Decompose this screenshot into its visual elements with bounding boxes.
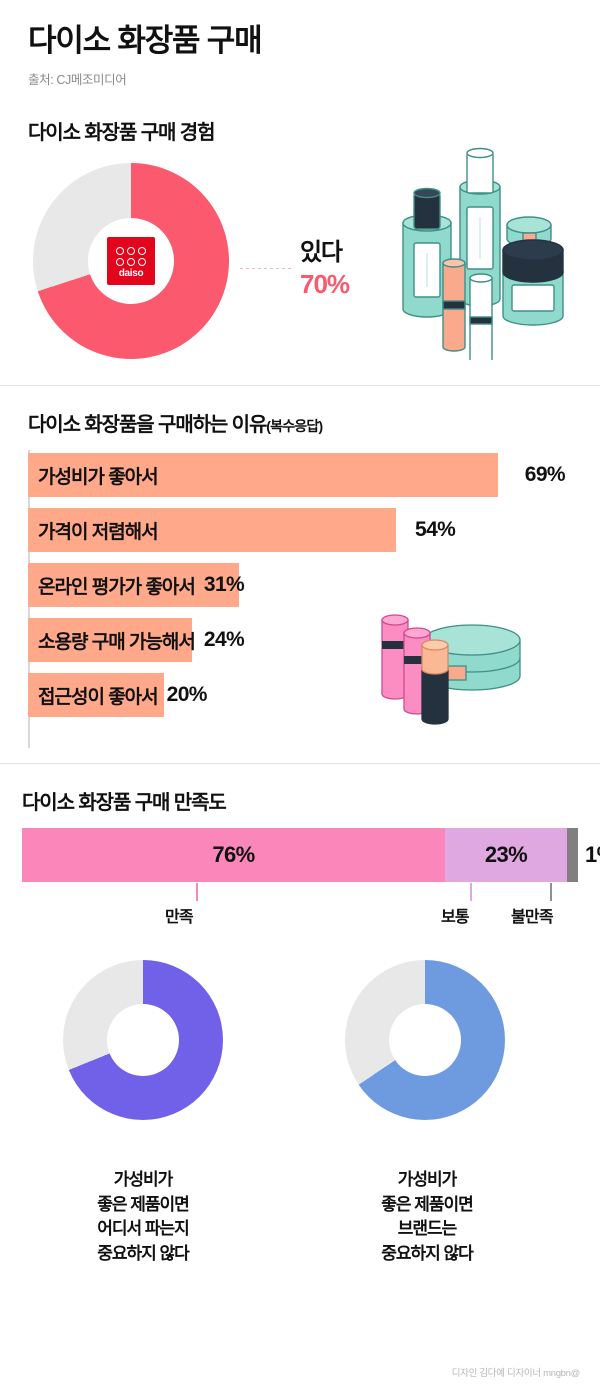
- callout-leader-line: [240, 268, 292, 269]
- daiso-dot: [138, 258, 146, 266]
- source-label: 출처: CJ메조미디어: [28, 73, 127, 88]
- stacked-segment-dissatisfied: 1%: [567, 828, 600, 882]
- stacked-bar-satisfaction: 76% 23% 1%: [22, 828, 600, 882]
- donut-caption-right: 가성비가 좋은 제품이면 브랜드는 중요하지 않다: [312, 1168, 542, 1267]
- segment-value: 1%: [585, 842, 600, 867]
- donut-chart-where-sold: [63, 960, 223, 1120]
- caption-line: 가성비가: [397, 1170, 458, 1189]
- caption-line: 중요하지 않다: [381, 1243, 474, 1263]
- bar-fill: [28, 453, 498, 497]
- tick-satisfied: [196, 883, 198, 901]
- table-row: 온라인 평가가 좋아서 31%: [28, 563, 573, 607]
- donut-chart-brand: [345, 960, 505, 1120]
- daiso-dot: [127, 247, 135, 255]
- tick-neutral: [470, 883, 472, 901]
- daiso-dot: [127, 258, 135, 266]
- daiso-dot: [116, 258, 124, 266]
- callout-experience: 있다 70%: [300, 232, 350, 300]
- section-title-satisfaction: 다이소 화장품 구매 만족도: [22, 792, 227, 814]
- cosmetics-bottles-icon: [402, 147, 564, 365]
- donut-chart-purchase-experience: daiso: [33, 163, 229, 359]
- bar-value: 24%: [203, 628, 245, 651]
- page-title: 다이소 화장품 구매: [28, 23, 263, 58]
- callout-value: 70%: [300, 269, 350, 299]
- caption-neutral: 보통: [441, 909, 470, 926]
- bar-value: 20%: [166, 683, 208, 706]
- table-row: 가성비가 좋아서 69%: [28, 453, 573, 497]
- bar-fill: [28, 563, 239, 607]
- donut-hole: [107, 1004, 179, 1076]
- donut-caption-left: 가성비가 좋은 제품이면 어디서 파는지 중요하지 않다: [28, 1168, 258, 1267]
- bar-label: 가성비가 좋아서: [38, 466, 159, 488]
- section-title-reasons-main: 다이소 화장품을 구매하는 이유: [28, 414, 267, 436]
- bar-value: 54%: [415, 518, 456, 541]
- bar-label: 접근성이 좋아서: [38, 686, 159, 708]
- section-title-experience: 다이소 화장품 구매 경험: [28, 122, 215, 144]
- caption-line: 좋은 제품이면: [97, 1194, 190, 1214]
- caption-dissatisfied: 불만족: [511, 909, 554, 926]
- divider-2: [0, 763, 600, 764]
- caption-line: 중요하지 않다: [97, 1243, 190, 1263]
- bar-fill: [28, 618, 192, 662]
- bar-value: 69%: [524, 463, 566, 486]
- section-title-reasons-sub: (복수응답): [266, 418, 323, 434]
- daiso-logo-icon: daiso: [107, 237, 155, 285]
- stacked-segment-satisfied: 76%: [22, 828, 445, 882]
- tick-dissatisfied: [550, 883, 552, 901]
- donut-hole: [389, 1004, 461, 1076]
- caption-line: 어디서 파는지: [97, 1219, 190, 1239]
- bar-label: 소용량 구매 가능해서: [38, 631, 196, 653]
- caption-line: 브랜드는: [397, 1219, 458, 1239]
- section-title-reasons: 다이소 화장품을 구매하는 이유(복수응답): [28, 408, 323, 437]
- stacked-segment-neutral: 23%: [445, 828, 567, 882]
- caption-line: 가성비가: [113, 1170, 174, 1189]
- table-row: 가격이 저렴해서 54%: [28, 508, 573, 552]
- table-row: 소용량 구매 가능해서 24%: [28, 618, 573, 662]
- caption-satisfied: 만족: [165, 909, 194, 926]
- bar-fill: [28, 508, 396, 552]
- daiso-wordmark: daiso: [118, 268, 144, 279]
- lipstick-illustration: [368, 600, 538, 745]
- bar-label: 온라인 평가가 좋아서: [38, 576, 196, 598]
- daiso-dot: [116, 247, 124, 255]
- caption-line: 좋은 제품이면: [381, 1194, 474, 1214]
- daiso-dot: [138, 247, 146, 255]
- divider-1: [0, 385, 600, 386]
- bar-label: 가격이 저렴해서: [38, 521, 159, 543]
- callout-label: 있다: [300, 239, 343, 266]
- lipstick-compact-icon: [381, 614, 521, 725]
- daiso-dots: [116, 247, 146, 266]
- table-row: 접근성이 좋아서 20%: [28, 673, 573, 717]
- designer-credit: 디자인 김다예 디자이너 mngbn@: [451, 1368, 581, 1379]
- cosmetics-illustration: [385, 145, 585, 365]
- segment-value: 23%: [484, 842, 528, 867]
- segment-value: 76%: [212, 842, 255, 867]
- bar-fill: [28, 673, 164, 717]
- bar-value: 31%: [203, 573, 245, 596]
- header: 다이소 화장품 구매 출처: CJ메조미디어: [28, 23, 263, 88]
- bar-chart-reasons: 가성비가 좋아서 69% 가격이 저렴해서 54% 온라인 평가가 좋아서 31…: [28, 453, 573, 728]
